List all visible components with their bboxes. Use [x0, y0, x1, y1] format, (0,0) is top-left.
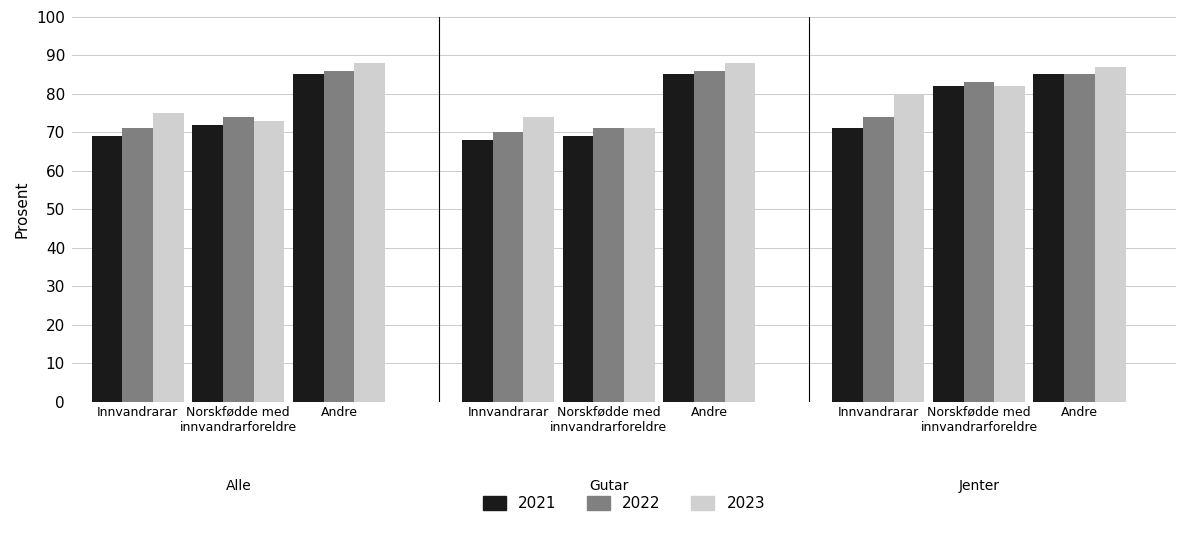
Bar	[91, 136, 122, 402]
Bar	[863, 117, 894, 402]
Bar	[593, 128, 624, 402]
Bar	[932, 86, 964, 402]
Bar	[462, 140, 493, 402]
Bar	[253, 121, 284, 402]
Bar	[192, 124, 223, 402]
Bar	[354, 63, 385, 402]
Y-axis label: Prosent: Prosent	[14, 180, 29, 238]
Bar	[725, 63, 755, 402]
Bar	[563, 136, 593, 402]
Bar	[324, 71, 354, 402]
Bar	[523, 117, 554, 402]
Bar	[493, 132, 523, 402]
Bar	[223, 117, 253, 402]
Bar	[894, 94, 924, 402]
Bar	[122, 128, 154, 402]
Bar	[1094, 67, 1126, 402]
Bar	[293, 74, 324, 402]
Text: Gutar: Gutar	[589, 479, 629, 493]
Bar	[624, 128, 655, 402]
Legend: 2021, 2022, 2023: 2021, 2022, 2023	[476, 490, 772, 517]
Bar	[1064, 74, 1094, 402]
Text: Jenter: Jenter	[959, 479, 1000, 493]
Bar	[1033, 74, 1064, 402]
Bar	[964, 82, 995, 402]
Bar	[694, 71, 725, 402]
Bar	[154, 113, 184, 402]
Bar	[995, 86, 1025, 402]
Bar	[664, 74, 694, 402]
Text: Alle: Alle	[226, 479, 251, 493]
Bar	[833, 128, 863, 402]
